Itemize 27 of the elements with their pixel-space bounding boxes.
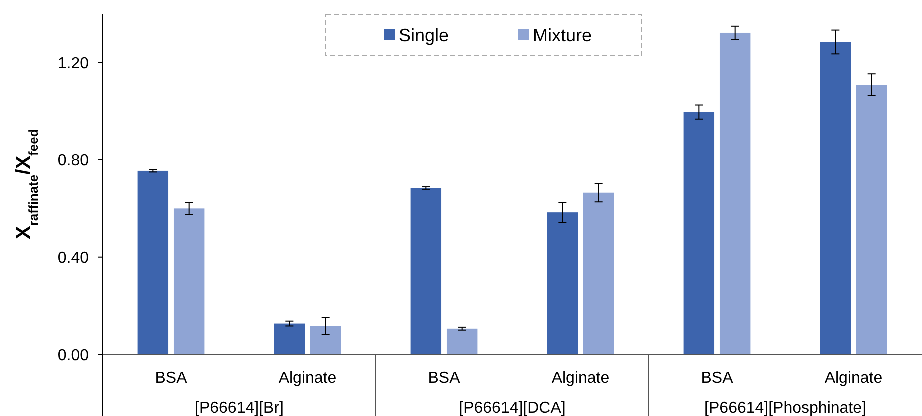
x-tick-label: BSA (701, 370, 734, 387)
y-tick-label: 1.20 (58, 55, 90, 72)
text: [P66614][DCA] (459, 400, 566, 416)
bar (820, 42, 852, 355)
bar (583, 192, 614, 355)
x-tick-label: BSA (428, 370, 461, 387)
x-tick-label: BSA (155, 370, 188, 387)
bar (410, 188, 442, 355)
y-tick-label: 0.00 (58, 347, 90, 364)
x-tick-label: Alginate (278, 370, 337, 387)
legend-label: Mixture (533, 25, 592, 46)
bar (274, 324, 306, 355)
bar (547, 212, 578, 355)
text: [P66614][Phosphinate] (704, 400, 866, 416)
y-tick-label: 0.80 (58, 152, 90, 170)
x-tick-label: Alginate (824, 370, 883, 387)
bar (174, 208, 205, 355)
y-tick-label: 0.40 (58, 250, 90, 267)
bar (446, 328, 478, 355)
legend-label: Single (399, 25, 450, 46)
bar (856, 85, 888, 355)
bar (310, 326, 342, 355)
bar (684, 112, 715, 355)
bar (138, 170, 169, 355)
bar (720, 32, 751, 355)
text: [P66614][Br] (195, 400, 284, 416)
x-tick-label: Alginate (552, 370, 610, 387)
